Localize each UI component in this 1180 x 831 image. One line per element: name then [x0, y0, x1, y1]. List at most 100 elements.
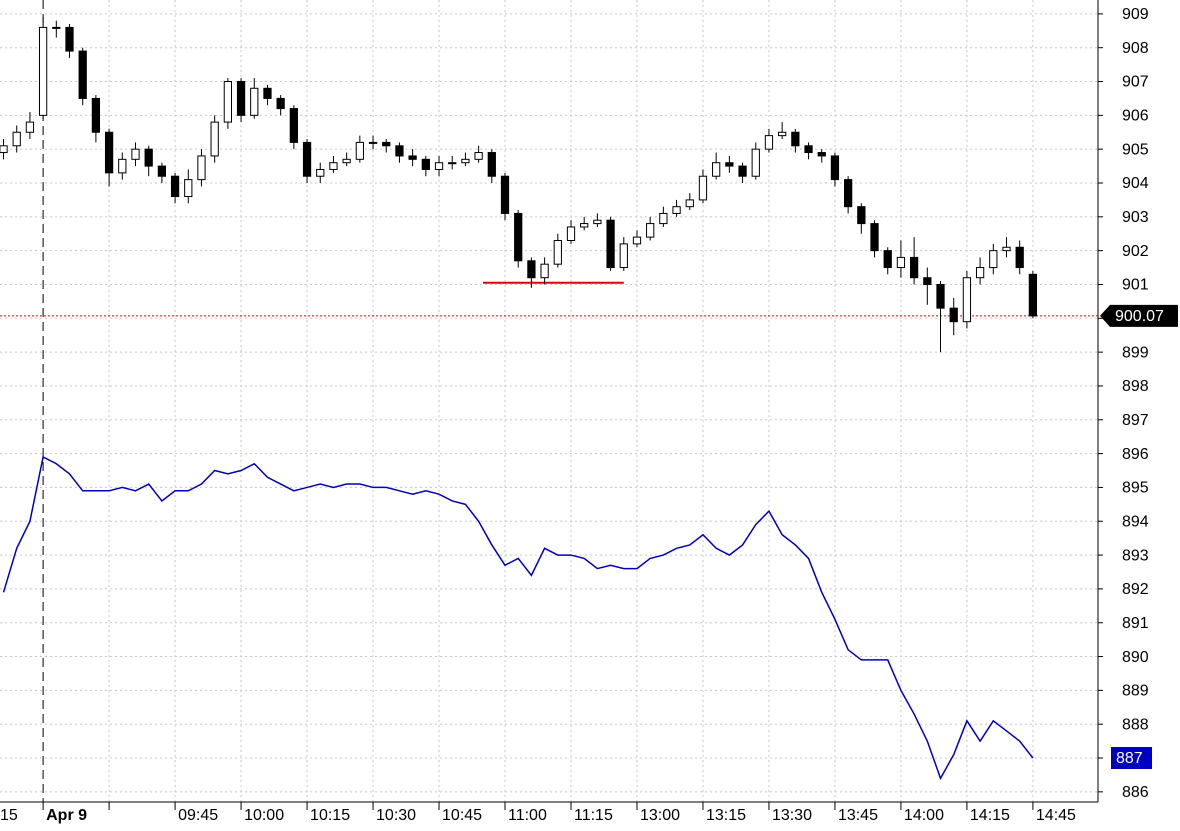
- candle-body: [514, 212, 523, 262]
- candle-body: [698, 175, 708, 201]
- y-tick-label: 896: [1122, 446, 1149, 463]
- last-price-label: 900.07: [1115, 308, 1164, 325]
- candle-body: [65, 26, 74, 52]
- candle-body: [276, 97, 285, 110]
- line-last-box: [1111, 747, 1152, 770]
- candle-body: [302, 141, 312, 177]
- candle-body: [936, 283, 945, 309]
- y-tick-label: 904: [1122, 175, 1149, 192]
- candle-body: [408, 155, 417, 160]
- candle-body: [355, 141, 364, 160]
- candle-body: [236, 81, 246, 116]
- y-tick-label: 886: [1122, 784, 1149, 801]
- candle-body: [382, 141, 391, 147]
- candle-body: [923, 277, 932, 285]
- x-tick-label: 13:30: [772, 807, 812, 824]
- candle-body: [1015, 246, 1024, 269]
- candle-body: [104, 131, 114, 174]
- candle-body: [368, 141, 378, 144]
- y-tick-label: 895: [1122, 480, 1149, 497]
- y-tick-label: 888: [1122, 716, 1149, 733]
- x-tick-label: 14:15: [970, 807, 1010, 824]
- candle-body: [250, 87, 259, 116]
- candle-body: [870, 223, 879, 252]
- candle-body: [857, 206, 866, 225]
- candle-body: [448, 162, 457, 165]
- candle-body: [844, 179, 853, 208]
- candle-body: [672, 206, 681, 214]
- x-tick-label: 10:00: [244, 807, 284, 824]
- candle-body: [778, 131, 787, 137]
- candle-body: [909, 256, 919, 279]
- candle-body: [500, 175, 510, 214]
- x-tick-label: 14:00: [904, 807, 944, 824]
- y-tick-label: 908: [1122, 40, 1149, 57]
- candle-body: [553, 239, 562, 265]
- y-tick-label: 901: [1122, 277, 1149, 294]
- x-tick-label: 15: [0, 807, 18, 824]
- candle-body: [289, 108, 298, 143]
- candle-body: [131, 148, 140, 160]
- candle-body: [197, 155, 206, 181]
- candle-body: [210, 121, 219, 157]
- candle-body: [223, 81, 232, 123]
- y-tick-label: 906: [1122, 108, 1149, 125]
- candle-body: [263, 87, 272, 99]
- x-tick-label: 10:45: [442, 807, 482, 824]
- y-tick-label: 899: [1122, 344, 1149, 361]
- candle-body: [593, 219, 602, 225]
- candle-body: [949, 307, 958, 323]
- candle-body: [157, 165, 167, 177]
- candle-body: [38, 26, 48, 116]
- candle-body: [184, 179, 193, 198]
- y-tick-label: 907: [1122, 74, 1149, 91]
- y-tick-label: 892: [1122, 581, 1149, 598]
- candle-body: [421, 158, 430, 170]
- y-tick-label: 889: [1122, 683, 1149, 700]
- candle-body: [580, 223, 589, 228]
- x-tick-label: 14:45: [1036, 807, 1076, 824]
- x-tick-label: 11:00: [508, 807, 547, 824]
- candle-body: [975, 267, 985, 279]
- candle-body: [606, 219, 615, 269]
- y-tick-label: 897: [1122, 412, 1149, 429]
- line-series: [2, 455, 1034, 781]
- candle-body: [25, 121, 35, 133]
- candle-body: [632, 236, 642, 245]
- candle-body: [12, 131, 21, 147]
- candle-body: [540, 263, 549, 279]
- candle-body: [434, 162, 444, 170]
- candle-body: [91, 97, 101, 133]
- x-tick-label: 10:30: [376, 807, 416, 824]
- candle-body: [144, 148, 153, 167]
- candle-body: [989, 250, 998, 269]
- candle-body: [738, 165, 747, 177]
- candle-body: [619, 243, 628, 269]
- candle-body: [170, 175, 180, 198]
- candle-body: [1002, 246, 1011, 252]
- x-tick-label: Apr 9: [46, 807, 87, 824]
- candle-body: [78, 50, 87, 99]
- x-tick-label: 09:45: [178, 807, 218, 824]
- x-tick-label: 13:15: [706, 807, 746, 824]
- line-last-label: 887: [1116, 750, 1143, 767]
- candle-body: [896, 256, 906, 269]
- candle-body: [566, 226, 576, 241]
- candle-body: [659, 212, 668, 225]
- y-tick-label: 898: [1122, 378, 1149, 395]
- y-tick-label: 905: [1122, 141, 1149, 158]
- candle-body: [342, 158, 351, 164]
- candle-body: [118, 158, 127, 174]
- candle-body: [0, 145, 8, 154]
- candle-body: [804, 145, 813, 154]
- candle-body: [685, 199, 694, 208]
- candle-body: [474, 152, 483, 160]
- y-tick-label: 891: [1122, 615, 1149, 632]
- candle-body: [712, 162, 721, 177]
- y-tick-label: 890: [1122, 649, 1149, 666]
- last-price-box: [1100, 304, 1178, 327]
- candle-body: [329, 162, 338, 170]
- candle-body: [830, 155, 840, 181]
